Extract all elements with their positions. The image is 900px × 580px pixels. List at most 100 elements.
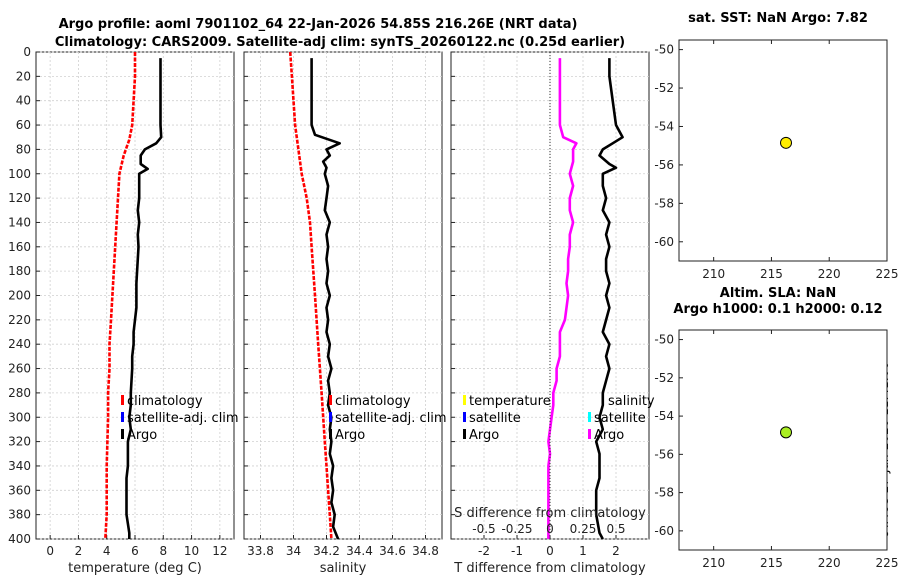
salinity-xtick-label: 34.6: [379, 544, 406, 558]
map2-title-line2: Argo h1000: 0.1 h2000: 0.12: [673, 302, 882, 317]
temperature-ytick-label: 380: [8, 508, 31, 522]
salinity-series-climatology: [288, 51, 333, 540]
temperature-xtick-label: 0: [46, 544, 54, 558]
map1-title: sat. SST: NaN Argo: 7.82: [688, 11, 868, 26]
map_sst-ytick-label: -50: [654, 43, 674, 57]
temperature-legend-label: Argo: [127, 428, 157, 443]
difference-t-legend-swatch: [463, 429, 466, 439]
temperature-ytick-label: 340: [8, 459, 31, 473]
map_sst-ytick-label: -58: [654, 196, 674, 210]
salinity-xtick-label: 34: [286, 544, 301, 558]
salinity-legend-swatch: [329, 429, 332, 439]
difference-s-tick-label: -0.5: [472, 522, 495, 536]
temperature-ytick-label: 260: [8, 362, 31, 376]
map_sst-axes-box: [678, 39, 888, 262]
salinity-xtick-label: 34.2: [313, 544, 340, 558]
temperature-xtick-label: 4: [103, 544, 111, 558]
map_sla-axes-box: [678, 329, 888, 551]
map_sla-ytick-label: -50: [654, 333, 674, 347]
difference-s-tick-label: 0: [546, 522, 554, 536]
map_sla-ytick-label: -52: [654, 371, 674, 385]
map_sla-xtick-label: 210: [702, 556, 725, 570]
difference-s-legend-swatch: [588, 395, 591, 405]
salinity-xlabel: salinity: [320, 561, 367, 576]
map_sst-ytick-label: -52: [654, 81, 674, 95]
difference-s-label: S difference from climatology: [454, 506, 646, 521]
temperature-xtick-label: 10: [184, 544, 199, 558]
temperature-ytick-label: 360: [8, 483, 31, 497]
map-sla-plot: 210 215 220 225 -50 -52 -54 -56 -58 -60: [654, 329, 899, 570]
difference-s-legend-label: salinity: [608, 394, 655, 409]
difference-xtick-label: 0: [546, 544, 554, 558]
difference-t-legend-swatch: [463, 395, 466, 405]
temperature-ytick-label: 140: [8, 215, 31, 229]
difference-s-legend-swatch: [588, 429, 591, 439]
temperature-ytick-label: 180: [8, 264, 31, 278]
difference-xtick-label: 1: [579, 544, 587, 558]
difference-s-tick-label: -0.25: [501, 522, 532, 536]
map_sst-xtick-label: 215: [760, 267, 783, 281]
temperature-xtick-label: 12: [212, 544, 227, 558]
temperature-xlabel: temperature (deg C): [68, 561, 202, 576]
salinity-xtick-label: 34.8: [412, 544, 439, 558]
temperature-ytick-label: 160: [8, 240, 31, 254]
difference-s-tick-label: 0.25: [570, 522, 597, 536]
temperature-ytick-label: 20: [16, 69, 31, 83]
temperature-ytick-label: 0: [23, 45, 31, 59]
map_sla-argo-marker: [780, 426, 793, 439]
difference-xtick-label: -2: [478, 544, 490, 558]
temperature-ytick-label: 320: [8, 435, 31, 449]
difference-s-legend-swatch: [588, 412, 591, 422]
salinity-legend-swatch: [329, 395, 332, 405]
temperature-ytick-label: 240: [8, 337, 31, 351]
difference-t-legend-label: satellite: [469, 411, 521, 426]
difference-series-s-argo: [547, 58, 578, 539]
temperature-legend-swatch: [121, 395, 124, 405]
difference-t-legend-label: Argo: [469, 428, 499, 443]
salinity-xtick-label: 34.4: [346, 544, 373, 558]
difference-t-legend-label: temperature: [469, 394, 551, 409]
salinity-legend-swatch: [329, 412, 332, 422]
difference-series-t-argo: [594, 58, 624, 540]
difference-s-tick-label: 0.5: [606, 522, 625, 536]
temperature-ytick-label: 280: [8, 386, 31, 400]
map_sst-xtick-label: 210: [702, 267, 725, 281]
salinity-series-argo: [310, 58, 342, 540]
difference-xtick-label: -1: [511, 544, 523, 558]
map_sst-xtick-label: 220: [818, 267, 841, 281]
salinity-legend-label: Argo: [335, 428, 365, 443]
salinity-xtick-label: 33.8: [247, 544, 274, 558]
salinity-legend-label: climatology: [335, 394, 411, 409]
map_sla-xtick-label: 225: [876, 556, 899, 570]
temperature-series-argo: [125, 58, 163, 539]
temperature-ytick-label: 120: [8, 191, 31, 205]
temperature-xtick-label: 2: [75, 544, 83, 558]
map_sla-xtick-label: 215: [760, 556, 783, 570]
temperature-ytick-label: 60: [16, 118, 31, 132]
map_sst-argo-marker: [780, 136, 793, 149]
temperature-ytick-label: 400: [8, 532, 31, 546]
map_sst-xtick-label: 225: [876, 267, 899, 281]
temperature-plot: 0 2 4 6 8 10 120204060801001201401601802002202…: [8, 45, 239, 576]
difference-s-legend-label: satellite: [594, 411, 646, 426]
temperature-ytick-label: 200: [8, 289, 31, 303]
temperature-xtick-label: 8: [159, 544, 167, 558]
main-title-line2: Climatology: CARS2009. Satellite-adj cli…: [55, 35, 625, 50]
difference-s-legend-label: Argo: [594, 428, 624, 443]
difference-plot: -2 -1 0 1 2 T difference from climatology S di…: [450, 51, 655, 576]
map_sla-xtick-label: 220: [818, 556, 841, 570]
temperature-legend-swatch: [121, 412, 124, 422]
temperature-legend-label: climatology: [127, 394, 203, 409]
temperature-ytick-label: 100: [8, 167, 31, 181]
temperature-ytick-label: 300: [8, 410, 31, 424]
map_sla-ytick-label: -56: [654, 447, 674, 461]
map_sst-ytick-label: -54: [654, 119, 674, 133]
temperature-xtick-label: 6: [131, 544, 139, 558]
map_sst-ytick-label: -56: [654, 158, 674, 172]
temperature-legend-label: satellite-adj. clim: [127, 411, 239, 426]
salinity-plot: 33.8 34 34.2 34.4 34.6 34.8 salinity climatolog…: [243, 51, 447, 576]
main-title-line1: Argo profile: aoml 7901102_64 22-Jan-202…: [59, 17, 578, 32]
temperature-ytick-label: 80: [16, 142, 31, 156]
difference-xlabel: T difference from climatology: [453, 561, 646, 576]
